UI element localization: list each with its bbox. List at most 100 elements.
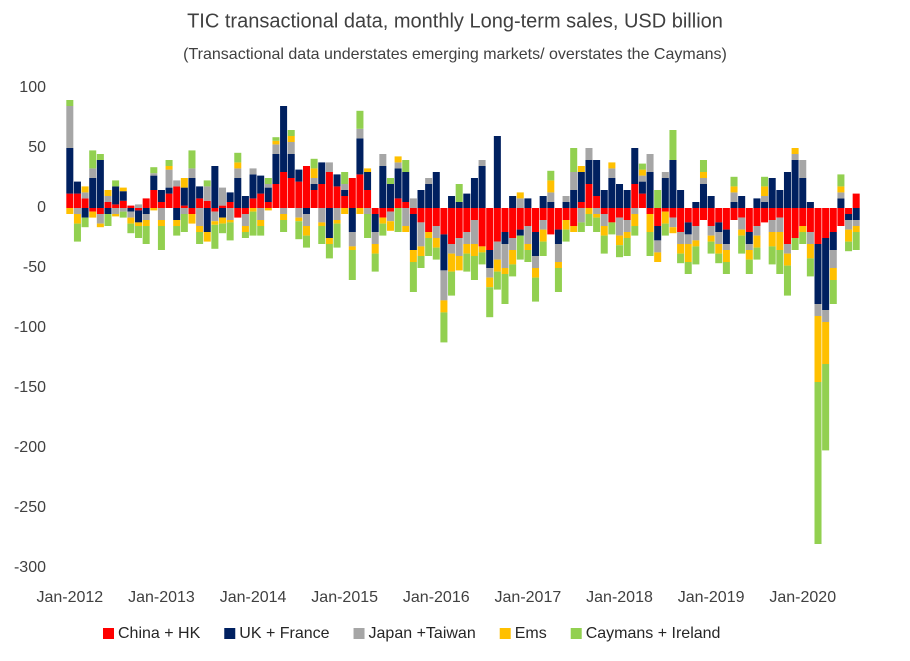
bar-segment: [310, 178, 318, 184]
bar-segment: [157, 208, 165, 220]
bar-segment: [776, 250, 784, 274]
bar-segment: [417, 190, 425, 208]
bar-segment: [295, 217, 303, 222]
bar-segment: [684, 222, 692, 235]
bar-segment: [722, 262, 730, 274]
bar-segment: [379, 223, 387, 236]
bar-segment: [325, 162, 333, 172]
bar-segment: [608, 162, 616, 169]
bar-segment: [371, 208, 379, 214]
bar-segment: [768, 178, 776, 208]
bar-segment: [394, 162, 402, 169]
bar-segment: [646, 154, 654, 172]
bar-segment: [135, 208, 143, 211]
bar-segment: [478, 160, 486, 166]
legend-swatch: [499, 628, 511, 639]
bar-segment: [486, 277, 494, 288]
bar-segment: [196, 198, 204, 208]
bar-segment: [127, 211, 135, 218]
bar-segment: [188, 168, 196, 178]
x-tick-label: Jan-2015: [311, 589, 378, 606]
bar-segment: [119, 200, 127, 208]
bar-segment: [562, 229, 570, 242]
bar-segment: [280, 220, 288, 232]
bar-segment: [577, 202, 585, 208]
x-tick-label: Jan-2018: [586, 589, 653, 606]
bar-segment: [585, 214, 593, 226]
bar-segment: [157, 202, 165, 208]
bar-segment: [66, 106, 74, 148]
bar-segment: [577, 208, 585, 223]
bar-segment: [310, 184, 318, 190]
bar-segment: [738, 217, 746, 230]
bar-segment: [692, 246, 700, 265]
bar-segment: [448, 196, 456, 208]
bar-segment: [249, 198, 257, 208]
bar-segment: [234, 152, 242, 163]
bar-segment: [600, 235, 608, 254]
bar-segment: [150, 208, 158, 211]
bar-segment: [135, 222, 143, 226]
bar-segment: [455, 202, 463, 208]
bar-segment: [409, 262, 417, 292]
x-tick-label: Jan-2020: [769, 589, 836, 606]
bar-segment: [211, 211, 219, 222]
bar-segment: [608, 208, 616, 223]
bar-segment: [402, 172, 410, 202]
bar-segment: [203, 200, 211, 208]
bar-segment: [684, 234, 692, 244]
bar-segment: [234, 168, 242, 178]
bar-segment: [348, 246, 356, 250]
bar-segment: [234, 208, 242, 218]
bar-segment: [524, 250, 532, 262]
y-tick-label: -250: [14, 499, 46, 516]
bar-segment: [806, 244, 814, 259]
bar-segment: [440, 234, 448, 271]
bar-segment: [341, 172, 349, 184]
bar-segment: [173, 180, 181, 187]
bar-segment: [135, 226, 143, 238]
bar-segment: [127, 223, 135, 234]
bar-segment: [470, 208, 478, 220]
bar-segment: [501, 274, 509, 304]
bar-segment: [409, 198, 417, 208]
bar-segment: [738, 235, 746, 254]
bar-segment: [463, 208, 471, 232]
bar-segment: [707, 196, 715, 208]
bar-segment: [638, 193, 646, 208]
x-tick-label: Jan-2017: [495, 589, 562, 606]
bar-segment: [692, 240, 700, 247]
bar-segment: [547, 202, 555, 208]
bar-segment: [165, 169, 173, 188]
bar-segment: [386, 211, 394, 222]
bar-segment: [745, 232, 753, 244]
bar-segment: [493, 241, 501, 260]
bar-segment: [600, 190, 608, 208]
bar-segment: [66, 193, 74, 208]
bar-segment: [142, 226, 150, 244]
bar-segment: [432, 208, 440, 226]
bar-segment: [150, 173, 158, 176]
bar-segment: [852, 208, 860, 220]
bar-segment: [829, 268, 837, 280]
bar-segment: [455, 208, 463, 238]
bar-segment: [699, 178, 708, 184]
bar-segment: [188, 150, 196, 169]
bar-segment: [470, 178, 478, 208]
bar-segment: [348, 208, 356, 232]
bar-segment: [715, 232, 723, 244]
bar-segment: [509, 264, 517, 277]
bar-segment: [669, 160, 677, 208]
bar-segment: [142, 214, 150, 220]
bar-segment: [180, 208, 188, 214]
bar-segment: [554, 244, 562, 262]
bar-segment: [280, 172, 288, 208]
bar-segment: [402, 226, 410, 232]
x-tick-label: Jan-2016: [403, 589, 470, 606]
bar-segment: [218, 223, 227, 234]
bar-segment: [73, 181, 81, 194]
bar-segment: [135, 204, 143, 208]
bar-segment: [791, 160, 799, 208]
bar-segment: [753, 247, 761, 260]
bar-segment: [722, 244, 730, 250]
